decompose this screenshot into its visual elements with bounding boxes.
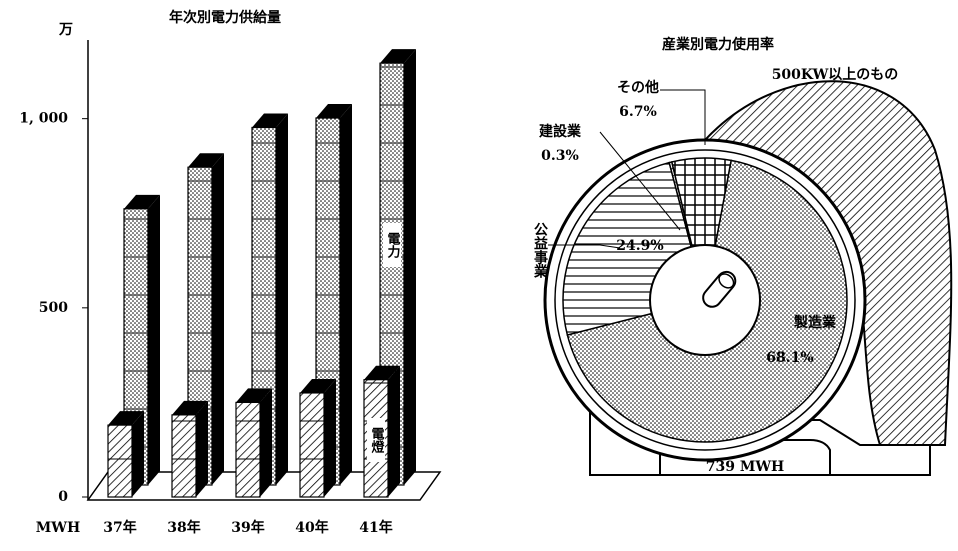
value-label: 6.7% xyxy=(619,104,657,120)
bar-side xyxy=(148,194,160,486)
y-tick-label: 0 xyxy=(58,489,68,505)
floor xyxy=(86,471,442,501)
bar-side xyxy=(196,400,208,497)
annotation: 500KW以上のもの xyxy=(772,67,899,83)
bar-side xyxy=(388,365,400,497)
pie-slice xyxy=(670,157,732,301)
bar xyxy=(107,424,133,498)
bar-top xyxy=(316,104,352,119)
bar-side xyxy=(276,113,288,485)
bar-top xyxy=(300,378,336,393)
slice-label: 建設業 xyxy=(539,123,582,140)
x-tick-label: 38年 xyxy=(167,519,200,536)
y-tick-label: 500 xyxy=(39,300,68,316)
series-label: 電燈 xyxy=(369,427,385,454)
value-label: 24.9% xyxy=(616,238,663,254)
shaft xyxy=(702,270,737,308)
bar-side xyxy=(324,378,336,497)
legend-bg xyxy=(367,418,385,462)
bar-side xyxy=(404,49,416,486)
bar-top xyxy=(364,365,400,380)
x-tick-label: 40年 xyxy=(295,519,328,536)
bar-top xyxy=(252,113,288,128)
series-label: 電力 xyxy=(385,232,401,259)
bar-top xyxy=(236,388,272,403)
legend-bg xyxy=(383,223,401,267)
bar-top xyxy=(172,400,208,415)
chart-title: 産業別電力使用率 xyxy=(662,36,774,53)
y-unit: MWH xyxy=(36,520,80,536)
chart-title: 年次別電力供給量 xyxy=(169,9,281,26)
bar xyxy=(299,392,325,498)
annotation: 739 MWH xyxy=(706,459,785,475)
x-tick-label: 37年 xyxy=(103,519,136,536)
bar-top xyxy=(124,194,160,209)
y-unit: 万 xyxy=(58,22,73,38)
value-label: 68.1% xyxy=(766,350,813,366)
bar-top xyxy=(188,153,224,168)
slice-label: 公益事業 xyxy=(532,222,549,279)
bar xyxy=(235,401,261,498)
bar-side xyxy=(212,153,224,485)
y-tick-label: 1, 000 xyxy=(19,111,68,127)
bar-side xyxy=(340,104,352,486)
bar-side xyxy=(260,388,272,497)
x-tick-label: 39年 xyxy=(231,519,264,536)
x-tick-label: 41年 xyxy=(359,519,392,536)
leader-lines xyxy=(548,89,706,249)
bar-top xyxy=(380,49,416,64)
bar xyxy=(171,414,197,498)
slice-label: その他 xyxy=(617,79,659,96)
value-label: 0.3% xyxy=(541,148,579,164)
bar-top xyxy=(108,411,144,426)
bar-side xyxy=(132,411,144,497)
slice-label: 製造業 xyxy=(793,314,837,331)
